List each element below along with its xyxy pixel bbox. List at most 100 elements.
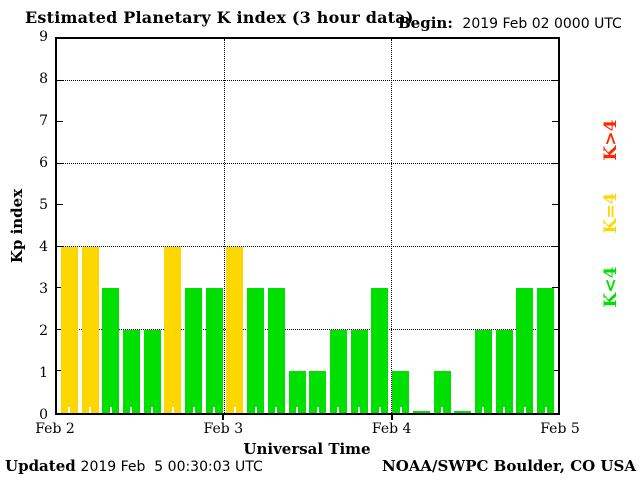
y-axis-tick xyxy=(552,79,558,81)
gridline-y8 xyxy=(57,79,558,81)
kp-bar xyxy=(122,329,140,413)
x-tick-label: Feb 3 xyxy=(203,421,244,437)
y-axis-tick xyxy=(552,370,558,372)
y-tick-label-2: 2 xyxy=(39,323,48,339)
x-axis-tick xyxy=(151,407,154,413)
y-axis-tick xyxy=(57,162,63,164)
kp-bar xyxy=(143,329,161,413)
kp-bar-slot xyxy=(225,39,246,413)
y-axis-tick xyxy=(552,162,558,164)
begin-label: Begin: xyxy=(398,14,453,32)
y-axis-tick xyxy=(57,287,63,289)
x-tick-label: Feb 2 xyxy=(35,421,75,437)
kp-bar xyxy=(371,288,389,413)
begin-value: 2019 Feb 02 0000 UTC xyxy=(462,16,622,32)
updated-timestamp: Updated 2019 Feb 5 00:30:03 UTC xyxy=(5,457,263,475)
chart-title: Estimated Planetary K index (3 hour data… xyxy=(25,8,414,27)
kp-bar-slot xyxy=(535,39,556,413)
plot-grid-layer xyxy=(57,39,558,413)
kp-bar-slot xyxy=(452,39,473,413)
y-tick-label-6: 6 xyxy=(39,155,48,171)
y-axis-tick xyxy=(552,287,558,289)
x-axis-tick xyxy=(503,407,506,413)
x-axis-tick xyxy=(378,407,381,413)
kp-bar-slot xyxy=(204,39,225,413)
x-tick-label: Feb 4 xyxy=(371,421,412,437)
legend-item-k-gt-4: K>4 xyxy=(601,119,621,161)
x-axis-tick xyxy=(109,407,112,413)
kp-bar-slot xyxy=(494,39,515,413)
legend-item-k-eq-4: K=4 xyxy=(601,192,621,234)
updated-label: Updated xyxy=(5,457,76,475)
source-attribution: NOAA/SWPC Boulder, CO USA xyxy=(381,457,636,475)
x-axis-tick xyxy=(523,407,526,413)
gridline-y4 xyxy=(57,245,558,247)
kp-bar xyxy=(226,246,244,413)
y-axis-tick xyxy=(57,328,63,330)
gridline-y6 xyxy=(57,162,558,164)
kp-bar-slot xyxy=(121,39,142,413)
y-axis-tick xyxy=(57,121,63,123)
kp-bar xyxy=(205,288,223,413)
y-tick-label-1: 1 xyxy=(39,365,48,381)
kp-bar xyxy=(392,371,410,413)
x-axis-tick xyxy=(213,407,216,413)
x-axis-tick xyxy=(130,407,133,413)
kp-bar-slot xyxy=(514,39,535,413)
day-boundary-line xyxy=(391,39,392,413)
y-axis-tick xyxy=(57,79,63,81)
kp-bar-slot xyxy=(163,39,184,413)
y-axis-tick xyxy=(57,245,63,247)
y-axis-tick xyxy=(552,245,558,247)
updated-value: 2019 Feb 5 00:30:03 UTC xyxy=(80,459,263,475)
day-boundary-bottom-tick xyxy=(222,415,225,420)
x-axis-tick xyxy=(337,407,340,413)
x-axis-tick xyxy=(275,407,278,413)
kp-bar xyxy=(247,288,265,413)
kp-bar xyxy=(516,288,534,413)
x-axis-tick xyxy=(482,407,485,413)
kp-bar-slot xyxy=(411,39,432,413)
x-axis-tick xyxy=(233,407,236,413)
kp-bar xyxy=(474,329,492,413)
kp-bar-slot xyxy=(183,39,204,413)
kp-bar xyxy=(267,288,285,413)
y-axis-tick xyxy=(552,204,558,206)
kp-bar-slot xyxy=(390,39,411,413)
kp-bar xyxy=(454,411,472,413)
kp-bar xyxy=(495,329,513,413)
plot-area xyxy=(55,37,560,415)
x-tick-label: Feb 5 xyxy=(540,421,580,437)
kp-bar xyxy=(102,288,120,413)
kp-bar-slot xyxy=(349,39,370,413)
legend-item-k-lt-4: K<4 xyxy=(601,266,621,308)
y-axis-tick xyxy=(57,204,63,206)
x-axis-tick xyxy=(296,407,299,413)
kp-bar-slot xyxy=(266,39,287,413)
kp-bar-slot xyxy=(473,39,494,413)
begin-timestamp: Begin: 2019 Feb 02 0000 UTC xyxy=(398,14,622,32)
kp-bar xyxy=(164,246,182,413)
y-tick-label-4: 4 xyxy=(39,239,48,255)
kp-bar xyxy=(60,246,78,413)
kp-bar xyxy=(537,288,555,413)
x-axis-tick xyxy=(254,407,257,413)
x-axis-tick xyxy=(441,407,443,413)
day-boundary-line xyxy=(223,39,225,413)
y-tick-label-0: 0 xyxy=(39,407,48,423)
kp-bar-slot xyxy=(59,39,80,413)
kp-bar-slot xyxy=(432,39,453,413)
y-tick-label-5: 5 xyxy=(39,197,48,213)
x-axis-tick xyxy=(316,407,319,413)
x-axis-tick xyxy=(358,407,361,413)
y-tick-label-7: 7 xyxy=(39,113,48,129)
y-tick-label-8: 8 xyxy=(39,71,48,87)
y-axis-title: Kp index xyxy=(8,188,26,264)
y-axis-tick xyxy=(552,121,558,123)
kp-bar xyxy=(185,288,203,413)
kp-bar xyxy=(309,371,327,413)
kp-bar xyxy=(433,371,451,413)
gridline-y2 xyxy=(57,328,558,330)
x-axis-tick xyxy=(399,407,402,413)
day-boundary-bottom-tick xyxy=(390,415,393,420)
